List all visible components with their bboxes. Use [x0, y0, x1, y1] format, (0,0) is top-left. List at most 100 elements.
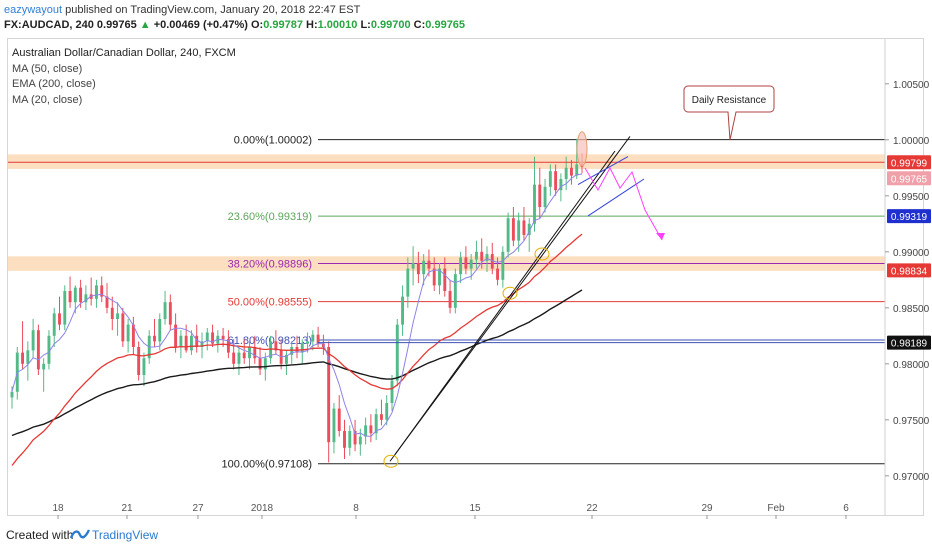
x-tick-label-5: 15	[469, 503, 481, 514]
y-tick-label-2: 0.99500	[893, 192, 930, 203]
candle-body-105	[564, 167, 568, 179]
candle-body-30	[168, 302, 172, 325]
candle-body-11	[68, 291, 72, 303]
candle-body-83	[448, 291, 452, 308]
price-tag-4	[887, 335, 931, 350]
open-value: 0.99787	[263, 19, 303, 31]
candle-body-24	[137, 347, 141, 375]
chart-header: eazywayout published on TradingView.com,…	[0, 0, 932, 36]
indicator-layer	[8, 161, 885, 466]
price-tag-3	[887, 263, 931, 278]
candle-body-57	[311, 334, 315, 342]
candle-body-4	[31, 330, 35, 351]
legend-ma50[interactable]: MA (50, close)	[12, 62, 83, 75]
fib-label-4: 61.80%(0.98213)	[228, 335, 312, 347]
candle-body-13	[79, 287, 83, 303]
candle-body-10	[63, 291, 67, 325]
candle-body-5	[36, 330, 40, 370]
candle-body-84	[453, 274, 457, 308]
candle-body-25	[142, 358, 146, 375]
price-tag-2	[887, 209, 931, 224]
candle-body-69	[374, 414, 378, 434]
fib-label-0: 0.00%(1.00002)	[234, 135, 312, 147]
channel-bottom	[587, 178, 645, 217]
candle-body-73	[395, 324, 399, 381]
candle-body-106	[569, 167, 573, 176]
chart-legend: Australian Dollar/Canadian Dollar, 240, …	[12, 46, 236, 108]
candle-body-91	[490, 254, 494, 269]
candle-body-29	[163, 302, 167, 319]
projection-path	[584, 166, 663, 241]
created-with-text: Created with	[6, 528, 74, 542]
candle-body-60	[327, 347, 331, 443]
y-tick-label-3: 0.99000	[893, 248, 930, 259]
candle-body-43	[237, 352, 241, 364]
candle-body-81	[438, 268, 441, 286]
close-label: C:	[413, 19, 426, 31]
candle-body-99	[533, 184, 536, 224]
candle-body-80	[432, 268, 436, 286]
symbol-label: FX:AUDCAD, 240	[4, 19, 94, 31]
candle-body-40	[221, 335, 225, 340]
change-value: +0.00469 (+0.47%)	[153, 19, 248, 31]
tradingview-brand[interactable]: TradingView	[92, 528, 159, 542]
tradingview-logo-icon[interactable]	[70, 526, 90, 542]
candle-body-82	[443, 268, 447, 291]
fib-label-2: 38.20%(0.98896)	[228, 258, 312, 270]
y-tick-label-5: 0.98000	[893, 360, 930, 371]
legend-ma20[interactable]: MA (20, close)	[12, 93, 83, 106]
candle-body-77	[416, 263, 420, 275]
x-tick-label-3: 2018	[251, 503, 274, 514]
candle-body-74	[401, 296, 405, 325]
x-tick-label-4: 8	[353, 503, 359, 514]
candle-body-72	[390, 380, 394, 403]
highlight-support	[534, 247, 550, 261]
candle-body-76	[411, 263, 415, 269]
author-link[interactable]: eazywayout	[4, 4, 63, 16]
candle-body-78	[422, 260, 426, 275]
candle-body-44	[242, 352, 246, 359]
candle-body-59	[321, 343, 325, 347]
candle-body-67	[364, 425, 368, 437]
x-tick-label-1: 21	[121, 503, 133, 514]
candle-body-89	[480, 251, 484, 261]
x-tick-label-9: 6	[843, 503, 849, 514]
publish-text: published on TradingView.com, January 20…	[65, 4, 361, 16]
candle-body-12	[73, 287, 77, 303]
candle-body-38	[211, 332, 215, 344]
publish-line: eazywayout published on TradingView.com,…	[4, 4, 360, 16]
candle-body-96	[517, 220, 521, 241]
candle-body-0	[10, 391, 14, 398]
candle-body-90	[485, 254, 489, 261]
candle-body-93	[501, 251, 505, 280]
y-tick-label-4: 0.98500	[893, 304, 930, 315]
price-tag-1	[887, 171, 931, 186]
ohlc-line: FX:AUDCAD, 240 0.99765 ▲ +0.00469 (+0.47…	[4, 19, 465, 31]
channel-top	[577, 156, 629, 186]
resistance-zone-0	[8, 154, 885, 169]
ma50-line	[11, 233, 583, 466]
candle-body-71	[385, 403, 389, 420]
price-tag-label-4: 0.98189	[891, 339, 928, 350]
low-value: 0.99700	[370, 19, 411, 31]
highlight-peak	[576, 131, 588, 167]
candles-layer	[10, 138, 584, 463]
projection-arrow-icon	[656, 233, 665, 240]
candle-body-17	[100, 285, 104, 297]
candle-body-62	[337, 408, 341, 431]
x-tick-label-0: 18	[52, 503, 64, 514]
price-tag-0	[887, 155, 931, 170]
candle-body-33	[184, 335, 188, 351]
candle-body-27	[153, 335, 156, 342]
zones-layer	[8, 154, 885, 271]
candle-body-94	[506, 218, 510, 252]
candle-body-6	[42, 363, 46, 370]
candle-body-68	[369, 425, 373, 434]
candle-body-98	[527, 223, 531, 235]
daily-resistance-label: Daily Resistance	[692, 95, 767, 106]
candle-body-22	[126, 324, 130, 342]
candle-body-52	[284, 354, 288, 364]
legend-ema200[interactable]: EMA (200, close)	[12, 78, 96, 90]
daily-resistance-callout	[683, 85, 775, 141]
